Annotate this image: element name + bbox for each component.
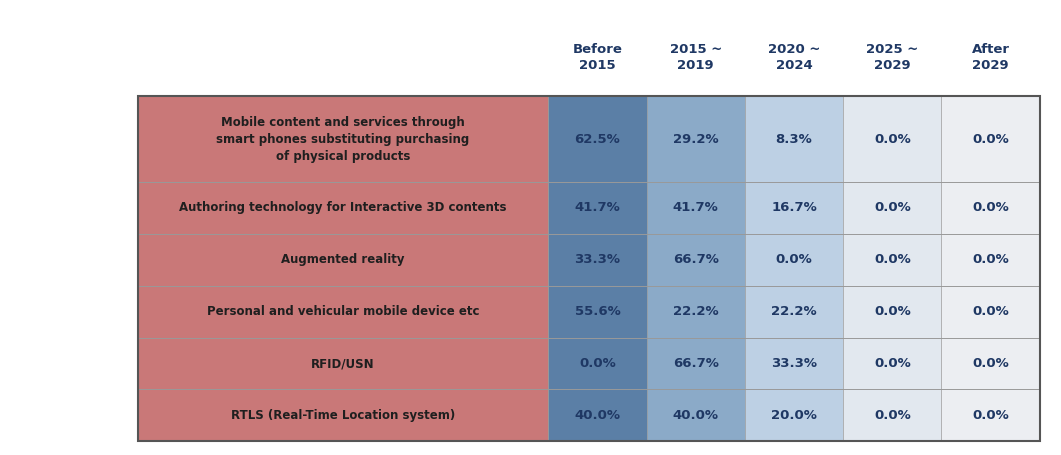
Text: 0.0%: 0.0% [972, 253, 1009, 266]
Bar [941, 286, 1040, 338]
Bar [745, 286, 843, 338]
Text: 55.6%: 55.6% [575, 305, 621, 318]
Text: 33.3%: 33.3% [574, 253, 621, 266]
Text: 41.7%: 41.7% [575, 202, 621, 214]
Text: 0.0%: 0.0% [972, 357, 1009, 370]
Text: 0.0%: 0.0% [874, 253, 910, 266]
Bar [941, 96, 1040, 182]
Bar [549, 182, 646, 234]
Bar [646, 234, 745, 286]
Text: RTLS (Real-Time Location system): RTLS (Real-Time Location system) [231, 409, 455, 422]
Bar [843, 389, 941, 441]
Bar [941, 389, 1040, 441]
Bar [745, 96, 843, 182]
Text: 0.0%: 0.0% [972, 409, 1009, 422]
Text: RFID/USN: RFID/USN [311, 357, 375, 370]
Text: Before
2015: Before 2015 [573, 43, 623, 72]
Text: 8.3%: 8.3% [776, 133, 813, 146]
Text: 16.7%: 16.7% [771, 202, 817, 214]
Text: 62.5%: 62.5% [575, 133, 621, 146]
Bar [843, 338, 941, 389]
Bar [549, 96, 646, 182]
Text: Authoring technology for Interactive 3D contents: Authoring technology for Interactive 3D … [179, 202, 507, 214]
Bar [138, 96, 1040, 441]
Bar [138, 182, 549, 234]
Bar [745, 234, 843, 286]
Bar [843, 182, 941, 234]
Text: 66.7%: 66.7% [673, 357, 718, 370]
Text: Mobile content and services through
smart phones substituting purchasing
of phys: Mobile content and services through smar… [216, 116, 470, 163]
Text: 2025 ~
2029: 2025 ~ 2029 [866, 43, 919, 72]
Text: Augmented reality: Augmented reality [281, 253, 405, 266]
Text: 0.0%: 0.0% [874, 409, 910, 422]
Bar [138, 286, 549, 338]
Text: 0.0%: 0.0% [972, 202, 1009, 214]
Text: 0.0%: 0.0% [874, 357, 910, 370]
Bar [549, 389, 646, 441]
Text: After
2029: After 2029 [972, 43, 1010, 72]
Bar [646, 389, 745, 441]
Text: 0.0%: 0.0% [776, 253, 813, 266]
Bar [138, 338, 549, 389]
Bar [549, 234, 646, 286]
Bar [745, 389, 843, 441]
Bar [138, 389, 549, 441]
Text: 20.0%: 20.0% [771, 409, 817, 422]
Text: 0.0%: 0.0% [972, 133, 1009, 146]
Text: 33.3%: 33.3% [771, 357, 817, 370]
Text: 2020 ~
2024: 2020 ~ 2024 [768, 43, 820, 72]
Bar [138, 234, 549, 286]
Bar [745, 338, 843, 389]
Bar [646, 338, 745, 389]
Text: 0.0%: 0.0% [579, 357, 615, 370]
Bar [941, 234, 1040, 286]
Bar [646, 182, 745, 234]
Text: 66.7%: 66.7% [673, 253, 718, 266]
Text: 0.0%: 0.0% [874, 305, 910, 318]
Bar [745, 182, 843, 234]
Text: 0.0%: 0.0% [972, 305, 1009, 318]
Bar [843, 234, 941, 286]
Bar [646, 286, 745, 338]
Text: Personal and vehicular mobile device etc: Personal and vehicular mobile device etc [207, 305, 480, 318]
Text: 40.0%: 40.0% [574, 409, 621, 422]
Text: 0.0%: 0.0% [874, 202, 910, 214]
Text: 0.0%: 0.0% [874, 133, 910, 146]
Bar [138, 96, 549, 182]
Bar [646, 96, 745, 182]
Bar [549, 286, 646, 338]
Bar [941, 182, 1040, 234]
Bar [843, 286, 941, 338]
Bar [941, 338, 1040, 389]
Text: 29.2%: 29.2% [673, 133, 718, 146]
Text: 22.2%: 22.2% [771, 305, 817, 318]
Bar [843, 96, 941, 182]
Text: 41.7%: 41.7% [673, 202, 718, 214]
Text: 22.2%: 22.2% [673, 305, 718, 318]
Bar [549, 338, 646, 389]
Text: 2015 ~
2019: 2015 ~ 2019 [669, 43, 721, 72]
Text: 40.0%: 40.0% [673, 409, 718, 422]
